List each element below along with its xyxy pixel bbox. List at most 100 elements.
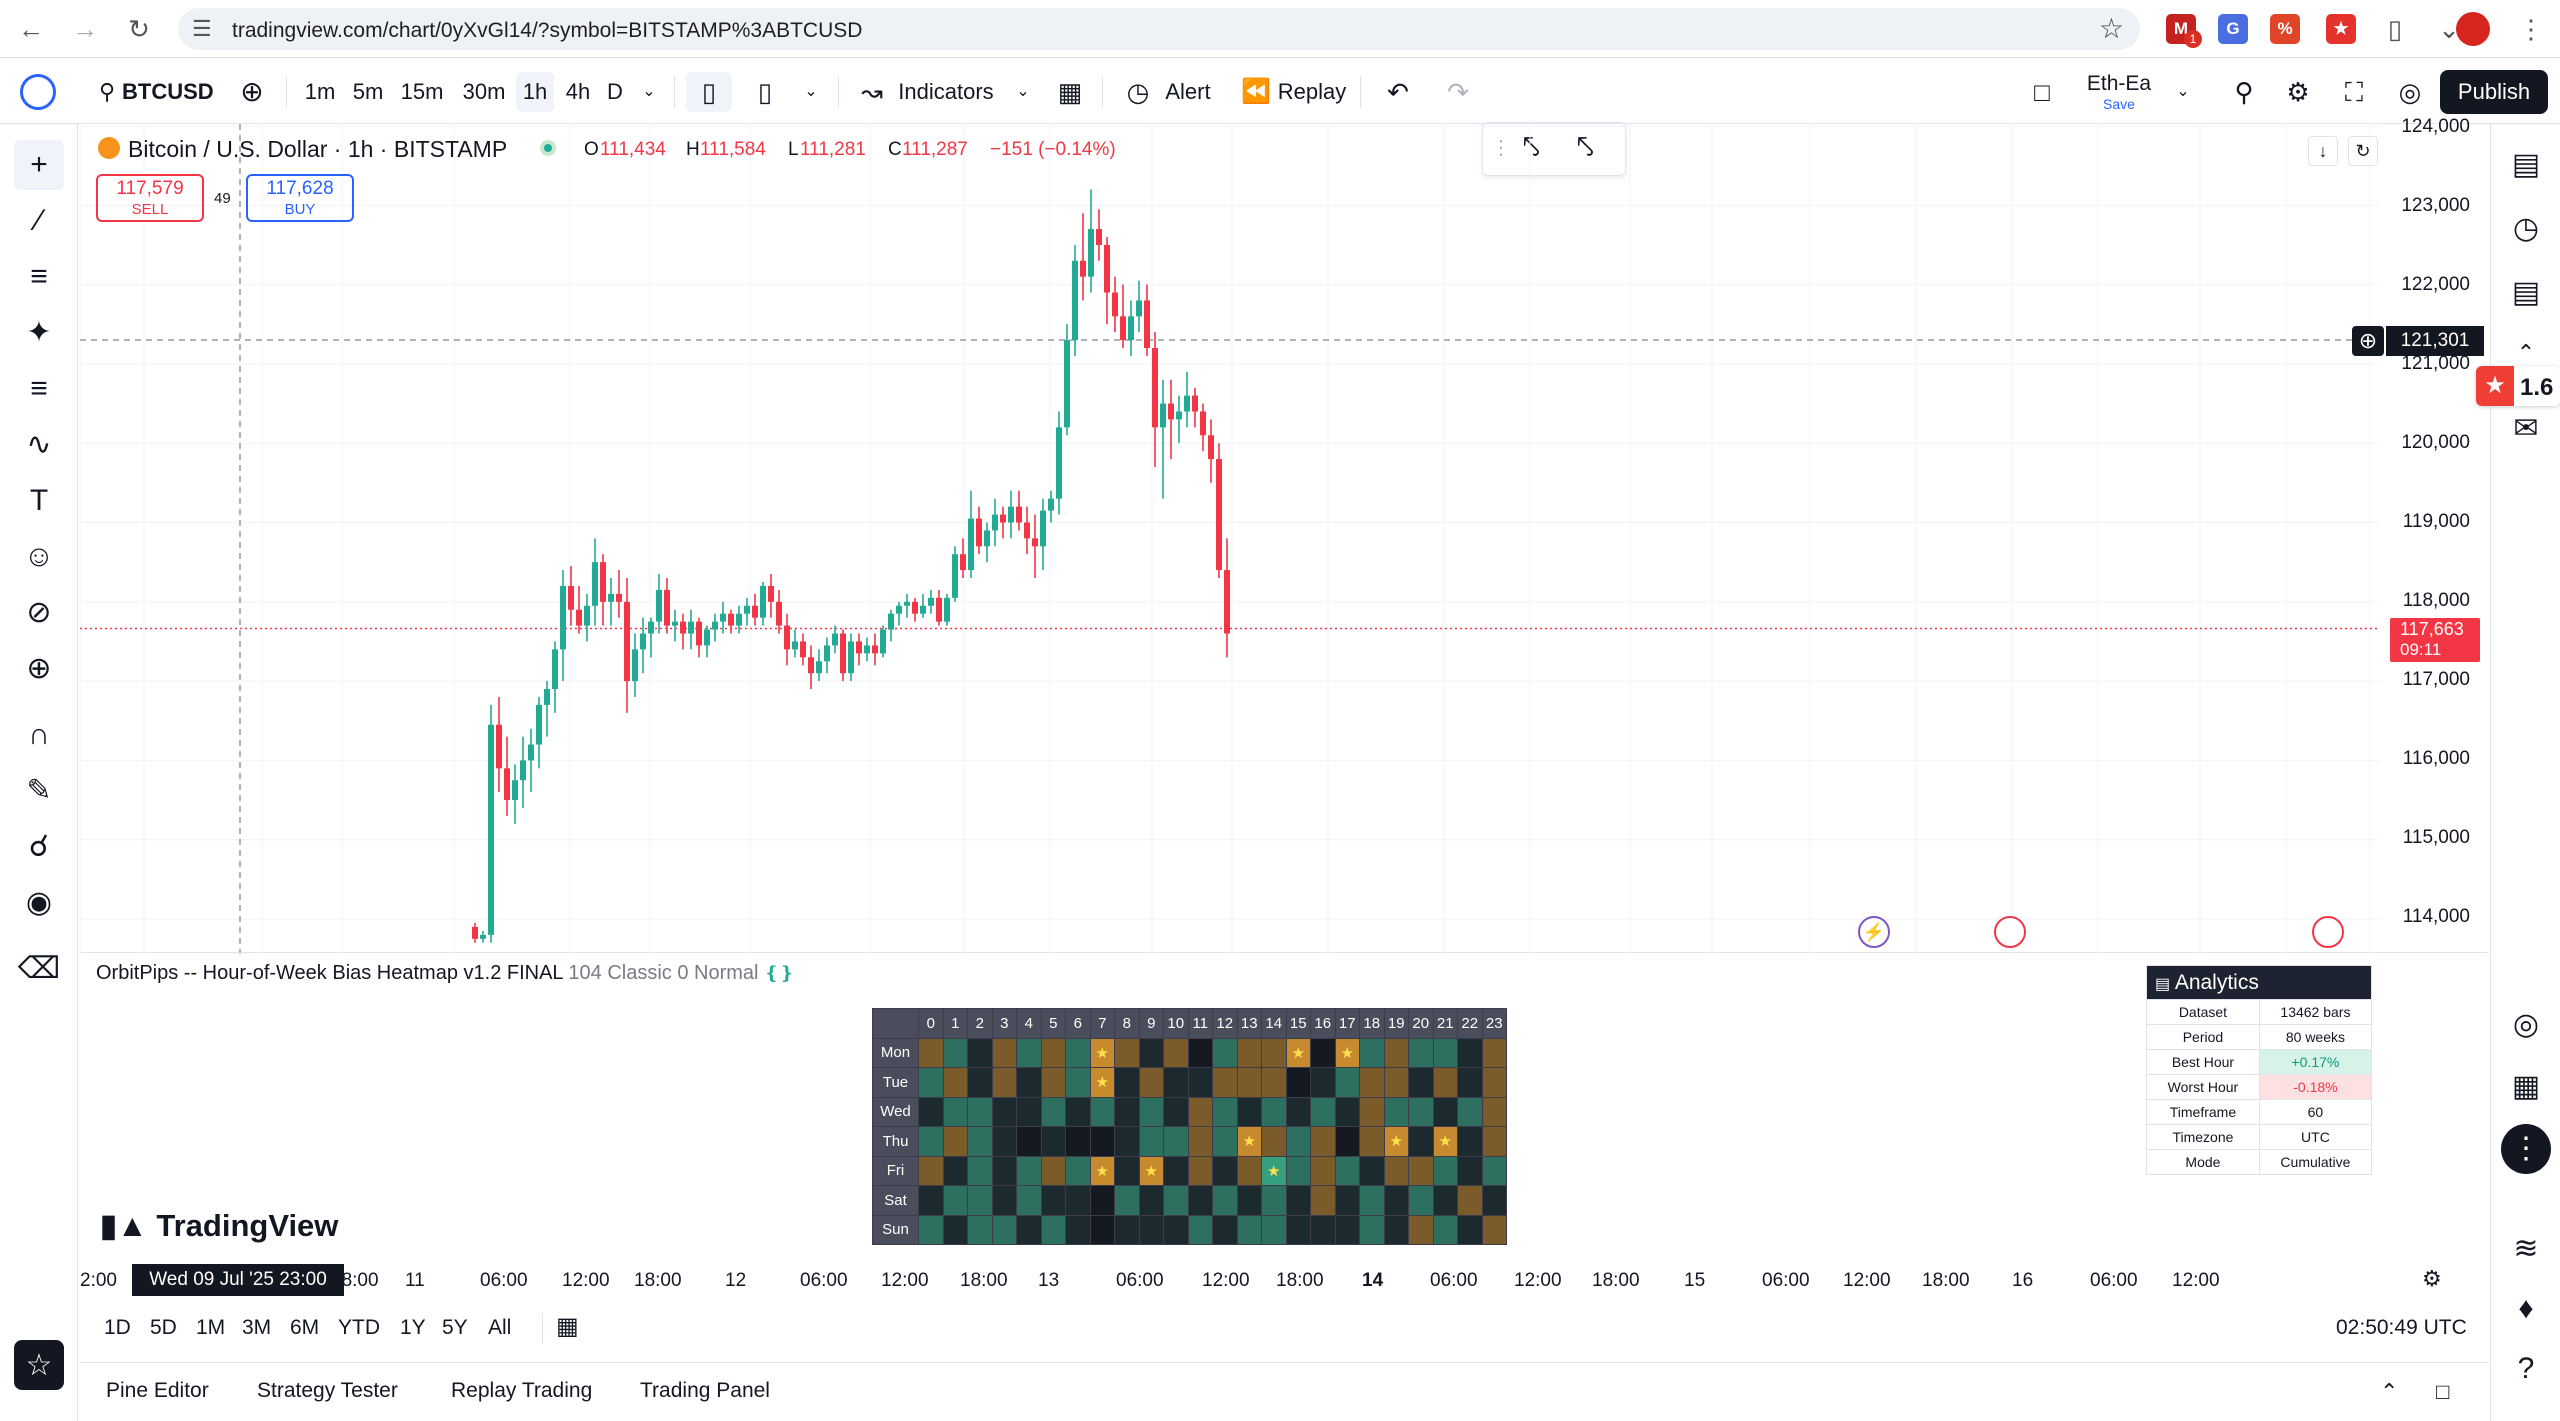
snapshot-camera-icon[interactable]: ◎ [2398,77,2422,107]
streams-icon[interactable]: ≋ [2513,1232,2539,1265]
indicator-legend[interactable]: OrbitPips -- Hour-of-Week Bias Heatmap v… [96,962,794,985]
range-5y[interactable]: 5Y [442,1316,468,1339]
tab-search-icon[interactable]: ⌄ [2438,14,2460,44]
axis-settings-gear-icon[interactable]: ⚙ [2422,1266,2442,1291]
fib-tool-icon[interactable]: ≡ [30,260,48,293]
apps-grid-icon[interactable]: ⋮ [2501,1124,2551,1174]
time-axis[interactable]: 2:00 12:00 18:00 11 06:00 12:00 18:00 12 06:00 12… [80,1262,2488,1298]
alerts-clock-icon[interactable]: ◷ [2512,212,2540,245]
tab-strategy-tester[interactable]: Strategy Tester [257,1379,398,1402]
site-settings-icon[interactable]: ☰ [192,16,212,41]
emoji-icon[interactable]: ☺ [23,540,55,573]
layout-square-icon[interactable]: □ [2034,77,2050,107]
candles-chart-type-icon[interactable]: ▯ [686,72,732,112]
goto-date-calendar-icon[interactable]: ▦ [556,1313,579,1340]
maximize-panel-icon[interactable]: □ [2436,1379,2450,1404]
calendar-icon[interactable]: ▦ [2511,1070,2541,1103]
compare-symbol-icon[interactable]: ⊕ [240,76,264,107]
interval-30m[interactable]: 30m [462,79,506,104]
range-ytd[interactable]: YTD [338,1316,380,1339]
collapse-chevron-icon[interactable]: ⌃ [2516,340,2536,365]
indicators-button[interactable]: Indicators [898,79,994,104]
us-flag-event-icon[interactable] [2312,916,2344,948]
indicators-chevron-icon[interactable]: ⌄ [1016,83,1030,100]
interval-1m[interactable]: 1m [304,79,336,104]
ray-line-icon[interactable]: ⤣ [1577,131,1594,164]
tradingview-logo[interactable]: ▮▲ TradingView [100,1208,338,1244]
search-icon[interactable]: ⚲ [98,79,116,104]
indicators-icon[interactable]: ↝ [861,77,883,107]
pattern-tool-icon[interactable]: ✦ [26,316,52,349]
range-1d[interactable]: 1D [104,1316,131,1339]
publish-button[interactable]: Publish [2440,70,2548,114]
extensions-puzzle-icon[interactable]: ▯ [2387,14,2403,44]
zoom-in-icon[interactable]: ⊕ [26,652,52,685]
collapse-panel-chevron-icon[interactable]: ⌃ [2380,1379,2399,1404]
pane-divider[interactable] [80,952,2488,953]
bars-chart-type-icon[interactable]: ▯ [757,77,773,107]
replay-rewind-icon[interactable]: ⏪ [1241,78,1271,105]
indicator-source-icon[interactable]: ❴❵ [764,963,795,983]
range-all[interactable]: All [488,1316,512,1339]
lock-icon[interactable]: ☌ [28,830,50,863]
sell-button[interactable]: 117,579 SELL [96,174,204,222]
range-1y[interactable]: 1Y [400,1316,426,1339]
crosshair-icon[interactable]: + [14,140,64,190]
layout-save-label[interactable]: Save [2103,96,2135,112]
target-icon[interactable]: ◎ [2512,1008,2540,1041]
range-5d[interactable]: 5D [150,1316,177,1339]
tab-pine-editor[interactable]: Pine Editor [106,1379,209,1402]
forward-icon[interactable]: → [72,14,98,44]
layout-chevron-icon[interactable]: ⌄ [2176,83,2190,100]
text-tool-icon[interactable]: T [29,484,49,517]
trend-line-icon[interactable]: ⤣ [1523,131,1540,164]
layout-name[interactable]: Eth-Ea [2086,72,2152,95]
interval-d[interactable]: D [607,79,623,104]
interval-dropdown-chevron-icon[interactable]: ⌄ [642,83,656,100]
interval-5m[interactable]: 5m [352,79,384,104]
fullscreen-icon[interactable]: ⛶ [2344,77,2364,107]
interval-4h[interactable]: 4h [565,79,591,104]
undo-icon[interactable]: ↶ [1387,77,1409,107]
symbol-legend-title[interactable]: Bitcoin / U.S. Dollar · 1h · BITSTAMP [128,136,508,162]
extension-icon[interactable]: % [2270,14,2300,44]
interval-15m[interactable]: 15m [400,79,444,104]
magnet-icon[interactable]: ∩ [28,718,50,751]
tradingview-menu-icon[interactable] [20,74,56,110]
tab-replay-trading[interactable]: Replay Trading [451,1379,593,1402]
replay-button[interactable]: Replay [1277,79,1347,104]
browser-menu-icon[interactable]: ⋮ [2518,14,2544,44]
drag-handle-icon[interactable]: ⋮ [1491,137,1511,159]
watchlist-icon[interactable]: ▤ [2511,148,2541,181]
price-axis[interactable]: 124,000 123,000 122,000 121,000 120,000 … [2380,116,2490,954]
reset-chart-icon[interactable]: ↻ [2348,136,2378,166]
forecast-tool-icon[interactable]: ≡ [30,372,48,405]
watchlist-star-icon[interactable]: ☆ [14,1340,64,1390]
stay-drawing-icon[interactable]: ✎ [26,774,52,807]
notifications-bell-icon[interactable]: ♦ [2518,1292,2534,1325]
reload-icon[interactable]: ↻ [128,14,150,44]
quick-search-icon[interactable]: ⚲ [2234,77,2254,107]
range-1m[interactable]: 1M [196,1316,226,1339]
event-lightning-icon[interactable]: ⚡ [1858,916,1890,948]
hide-drawings-eye-icon[interactable]: ◉ [25,886,53,919]
add-alert-plus-icon[interactable]: ⊕ [2352,326,2384,356]
translate-extension-icon[interactable]: G [2218,14,2248,44]
object-tree-icon[interactable]: ▤ [2511,276,2541,309]
symbol-search[interactable]: BTCUSD [122,79,214,104]
trash-icon[interactable]: ⌫ [17,952,61,985]
buy-button[interactable]: 117,628 BUY [246,174,354,222]
trend-line-tool-icon[interactable]: ∕ [36,204,42,237]
address-bar[interactable]: ☰ tradingview.com/chart/0yXvGl14/?symbol… [178,8,2140,50]
interval-1h[interactable]: 1h [516,72,554,112]
range-6m[interactable]: 6M [290,1316,320,1339]
rating-widget[interactable]: ★ 1.6 [2476,366,2560,406]
back-icon[interactable]: ← [18,14,44,44]
alert-button[interactable]: Alert [1165,79,1211,104]
ruler-icon[interactable]: ⊘ [26,596,52,629]
us-flag-event-icon[interactable] [1994,916,2026,948]
redo-icon[interactable]: ↷ [1447,77,1469,107]
scroll-to-latest-icon[interactable]: ↓ [2308,136,2338,166]
profile-avatar[interactable] [2456,12,2490,46]
help-icon[interactable]: ? [2517,1352,2535,1385]
